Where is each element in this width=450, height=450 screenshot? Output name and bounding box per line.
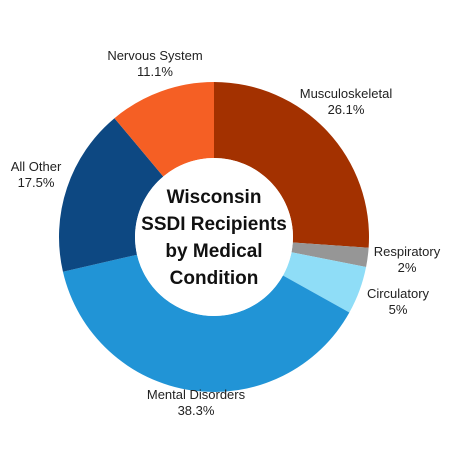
slice-circulatory [282,252,367,313]
slices-group [59,82,369,392]
slice-label-respiratory: Respiratory 2% [374,244,441,275]
slice-label-value: 2% [398,260,417,275]
slice-label-nervous-system: Nervous System 11.1% [107,48,202,79]
title-line: Condition [170,268,259,289]
center-hole [135,158,293,316]
slice-label-name: Nervous System [107,48,202,63]
title-line: Wisconsin [167,187,262,208]
slice-label-value: 26.1% [328,102,365,117]
slice-label-name: Circulatory [367,286,430,301]
slice-label-value: 38.3% [178,403,215,418]
slice-label-mental-disorders: Mental Disorders 38.3% [147,387,246,418]
slice-label-circulatory: Circulatory 5% [367,286,430,317]
slice-label-name: Respiratory [374,244,441,259]
slice-label-value: 11.1% [137,64,173,79]
slice-nervous-system [114,82,214,177]
slice-mental-disorders [62,254,350,392]
slice-label-name: Musculoskeletal [300,86,393,101]
slice-label-all-other: All Other 17.5% [11,159,62,190]
slice-musculoskeletal [214,82,369,248]
slice-label-value: 5% [389,302,408,317]
slice-respiratory [291,242,369,268]
title-line: SSDI Recipients [141,214,287,235]
slice-label-name: All Other [11,159,62,174]
title-line: by Medical [165,241,262,262]
slice-label-value: 17.5% [18,175,55,190]
center-title: Wisconsin SSDI Recipients by Medical Con… [141,187,287,289]
slice-label-name: Mental Disorders [147,387,246,402]
slice-label-musculoskeletal: Musculoskeletal 26.1% [300,86,393,117]
slice-all-other [59,118,164,272]
